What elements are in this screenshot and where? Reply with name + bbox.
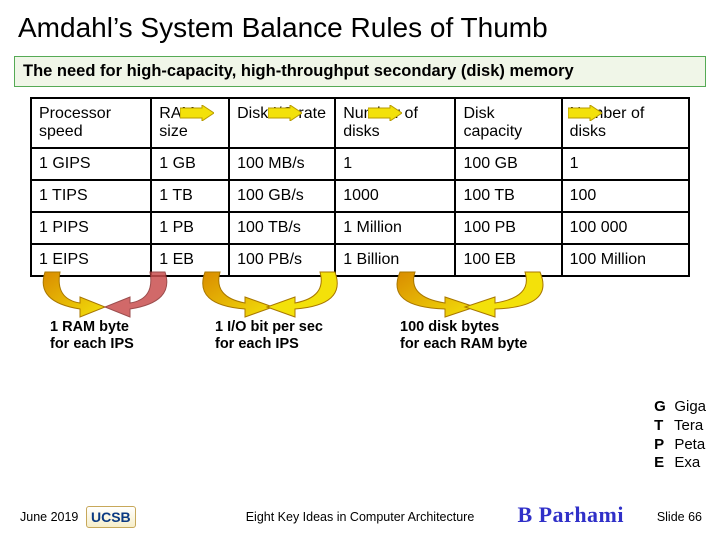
cell: 100 000 [562,212,689,244]
rules-row: 1 RAM bytefor each IPS 1 I/O bit per sec… [30,277,690,357]
cell: 1 GIPS [31,148,151,180]
col-header: Disk capacity [455,98,561,148]
header-arrow-icon [368,105,402,121]
cell: 100 GB [455,148,561,180]
table-row: 1 GIPS 1 GB 100 MB/s 1 100 GB 1 [31,148,689,180]
subtitle-bar: The need for high-capacity, high-through… [14,56,706,87]
cell: 100 [562,180,689,212]
prefix-legend: G Giga T Tera P Peta E Exa [654,398,706,473]
rule-ram: 1 RAM bytefor each IPS [50,319,134,354]
col-header: Processor speed [31,98,151,148]
cell: 1 Million [335,212,455,244]
cell: 1000 [335,180,455,212]
cell: 1 TB [151,180,229,212]
header-arrow-icon [180,105,214,121]
cell: 100 MB/s [229,148,335,180]
cell: 100 GB/s [229,180,335,212]
curved-arrow-icon [25,267,185,322]
table-row: 1 TIPS 1 TB 100 GB/s 1000 100 TB 100 [31,180,689,212]
cell: 100 Million [562,244,689,276]
cell: 1 PB [151,212,229,244]
curved-arrow-icon [375,267,565,322]
cell: 1 [562,148,689,180]
balance-table: Processor speed RAM size Disk I/O rate N… [30,97,690,277]
footer-slide: Slide 66 [657,510,702,524]
cell: 1 GB [151,148,229,180]
page-title: Amdahl’s System Balance Rules of Thumb [0,0,720,52]
table-row: 1 PIPS 1 PB 100 TB/s 1 Million 100 PB 10… [31,212,689,244]
cell: 100 TB/s [229,212,335,244]
footer-author: B Parhami [517,502,624,528]
cell: 1 TIPS [31,180,151,212]
rule-io: 1 I/O bit per secfor each IPS [215,319,323,354]
rule-disk: 100 disk bytesfor each RAM byte [400,319,527,354]
cell: 100 TB [455,180,561,212]
cell: 1 PIPS [31,212,151,244]
header-arrow-icon [268,105,302,121]
header-arrow-icon [568,105,602,121]
curved-arrow-icon [185,267,355,322]
cell: 100 PB [455,212,561,244]
cell: 1 [335,148,455,180]
